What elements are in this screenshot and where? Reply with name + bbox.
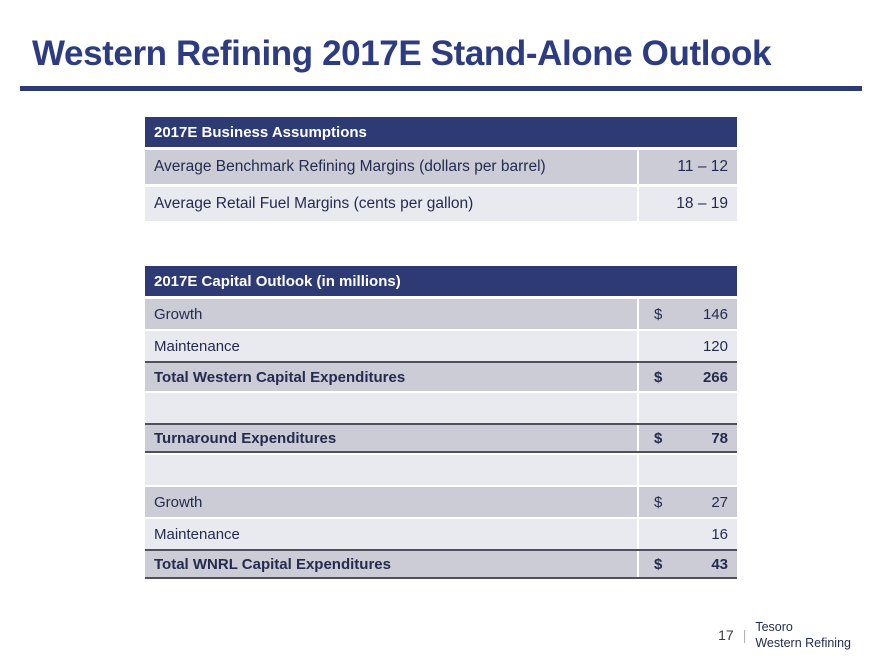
table-header: 2017E Capital Outlook (in millions): [145, 266, 737, 296]
capital-outlook-table: 2017E Capital Outlook (in millions) Grow…: [145, 266, 737, 581]
slide-title: Western Refining 2017E Stand-Alone Outlo…: [32, 34, 772, 73]
row-value: 11 – 12: [637, 150, 737, 184]
row-value: [637, 393, 737, 423]
table-row: Average Retail Fuel Margins (cents per g…: [145, 187, 737, 221]
table-row: Maintenance 120: [145, 331, 737, 361]
table-row-total: Turnaround Expenditures $ 78: [145, 423, 737, 453]
row-value: $ 27: [637, 487, 737, 517]
row-value: 18 – 19: [637, 187, 737, 221]
amount: 266: [702, 368, 728, 386]
brand-logo-text: Tesoro Western Refining: [755, 619, 851, 652]
row-value: $ 78: [637, 425, 737, 451]
row-label: Growth: [145, 487, 637, 517]
row-label: Total WNRL Capital Expenditures: [145, 551, 637, 577]
brand-line1: Tesoro: [755, 619, 793, 634]
currency-symbol: $: [654, 555, 663, 573]
table-header: 2017E Business Assumptions: [145, 117, 737, 147]
row-value: $ 146: [637, 299, 737, 329]
table-row: Maintenance 16: [145, 519, 737, 549]
amount: 43: [711, 555, 728, 573]
table-row-spacer: [145, 393, 737, 423]
row-label: [145, 455, 637, 485]
table-row: Average Benchmark Refining Margins (doll…: [145, 150, 737, 184]
row-label: Average Benchmark Refining Margins (doll…: [145, 150, 637, 184]
amount: 146: [702, 305, 728, 323]
row-value: [637, 455, 737, 485]
title-underline: [20, 86, 862, 91]
row-label: Maintenance: [145, 519, 637, 549]
business-assumptions-table: 2017E Business Assumptions Average Bench…: [145, 117, 737, 224]
row-label: [145, 393, 637, 423]
row-label: Turnaround Expenditures: [145, 425, 637, 451]
footer-separator: |: [742, 626, 747, 643]
amount: 16: [711, 525, 728, 543]
row-value: 16: [637, 519, 737, 549]
slide-footer: 17 | Tesoro Western Refining: [718, 619, 851, 652]
page-number: 17: [718, 626, 734, 643]
table-row: Growth $ 146: [145, 299, 737, 329]
amount: 27: [711, 493, 728, 511]
currency-symbol: $: [654, 305, 663, 323]
row-label: Average Retail Fuel Margins (cents per g…: [145, 187, 637, 221]
row-value: $ 43: [637, 551, 737, 577]
currency-symbol: $: [654, 429, 663, 447]
row-label: Total Western Capital Expenditures: [145, 363, 637, 391]
table-row-spacer: [145, 455, 737, 485]
table-row-total: Total WNRL Capital Expenditures $ 43: [145, 549, 737, 579]
row-value: 120: [637, 331, 737, 361]
brand-line2: Western Refining: [755, 635, 851, 650]
amount: 78: [711, 429, 728, 447]
amount: 120: [702, 337, 728, 355]
table-row: Growth $ 27: [145, 487, 737, 517]
row-label: Growth: [145, 299, 637, 329]
currency-symbol: $: [654, 493, 663, 511]
table-row-total: Total Western Capital Expenditures $ 266: [145, 361, 737, 391]
currency-symbol: $: [654, 368, 663, 386]
row-value: $ 266: [637, 363, 737, 391]
row-label: Maintenance: [145, 331, 637, 361]
